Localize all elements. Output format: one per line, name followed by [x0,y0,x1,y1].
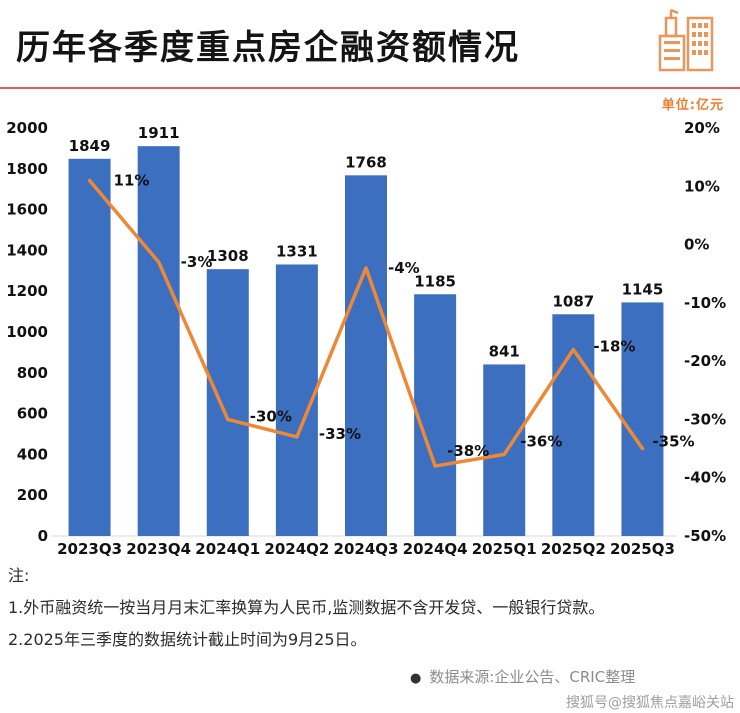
x-axis-label: 2024Q1 [195,540,260,558]
left-axis-tick: 0 [38,527,48,545]
unit-label: 单位:亿元 [661,98,724,113]
title-underline [0,87,740,89]
bar-value-label: 1087 [552,292,594,310]
page-title: 历年各季度重点房企融资额情况 [16,28,520,68]
financing-chart: 200018001600140012001000800600400200020%… [6,119,726,558]
left-axis-tick: 800 [17,364,48,382]
data-source-text: 数据来源:企业公告、CRIC整理 [429,668,636,686]
x-axis-label: 2025Q3 [610,540,675,558]
bar-2025Q1 [483,364,526,536]
bar-2023Q4 [137,146,180,536]
bar-value-label: 841 [489,342,520,360]
left-axis-tick: 400 [17,445,48,463]
line-value-label: -35% [652,433,694,451]
right-axis-tick: 0% [684,236,709,254]
bar-2024Q3 [345,175,387,536]
left-axis-tick: 1600 [6,201,48,219]
right-axis-tick: 10% [684,177,720,195]
data-source: ● 数据来源:企业公告、CRIC整理 [410,666,635,687]
right-axis-tick: -20% [684,352,726,370]
line-value-label: -36% [520,432,562,450]
right-axis-tick: -50% [684,527,726,545]
buildings-icon [658,8,714,72]
growth-rate-line [87,178,645,468]
bar-value-label: 1911 [138,124,180,142]
bar-value-label: 1145 [622,280,664,298]
bar-2023Q3 [68,158,111,536]
line-value-label: -3% [181,253,213,271]
bullet-icon: ● [410,671,422,686]
watermark-text: 搜狐号@搜狐焦点嘉峪关站 [566,695,734,711]
left-axis-tick: 1000 [6,323,48,341]
bar-2025Q2 [552,314,595,536]
bar-value-label: 1308 [207,247,249,265]
bar-value-label: 1331 [276,242,318,260]
line-value-label: -30% [250,407,292,425]
line-value-label: -38% [447,442,489,460]
line-value-label: 11% [114,171,150,189]
right-axis-tick: -10% [684,294,726,312]
note-line-2: 2.2025年三季度的数据统计截止时间为9月25日。 [8,630,367,649]
left-axis-tick: 1800 [6,160,48,178]
x-axis-label: 2023Q4 [126,540,191,558]
bar-2024Q4 [414,294,457,536]
left-axis-tick: 2000 [6,119,48,137]
x-axis-label: 2025Q1 [472,540,537,558]
x-axis-label: 2025Q2 [541,540,606,558]
line-value-label: -4% [388,259,420,277]
line-value-label: -33% [319,425,361,443]
x-axis-label: 2024Q3 [334,540,399,558]
bar-2024Q1 [206,269,249,536]
note-line-1: 1.外币融资统一按当月月末汇率换算为人民币,监测数据不含开发贷、一般银行贷款。 [8,598,605,617]
right-axis-tick: -40% [684,469,726,487]
bar-value-label: 1849 [69,137,111,155]
bar-value-label: 1185 [414,272,456,290]
x-axis-label: 2024Q4 [403,540,468,558]
notes-block: 注: 1.外币融资统一按当月月末汇率换算为人民币,监测数据不含开发贷、一般银行贷… [8,560,732,656]
bar-value-label: 1768 [345,153,387,171]
notes-label: 注: [8,566,30,585]
left-axis-tick: 1400 [6,241,48,259]
line-value-label: -18% [593,337,635,355]
left-axis-tick: 600 [17,405,48,423]
left-axis-tick: 200 [17,486,48,504]
x-axis-label: 2024Q2 [264,540,329,558]
bar-2025Q3 [621,302,664,536]
right-axis-tick: 20% [684,119,720,137]
right-axis-tick: -30% [684,410,726,428]
x-axis-label: 2023Q3 [57,540,122,558]
left-axis-tick: 1200 [6,282,48,300]
